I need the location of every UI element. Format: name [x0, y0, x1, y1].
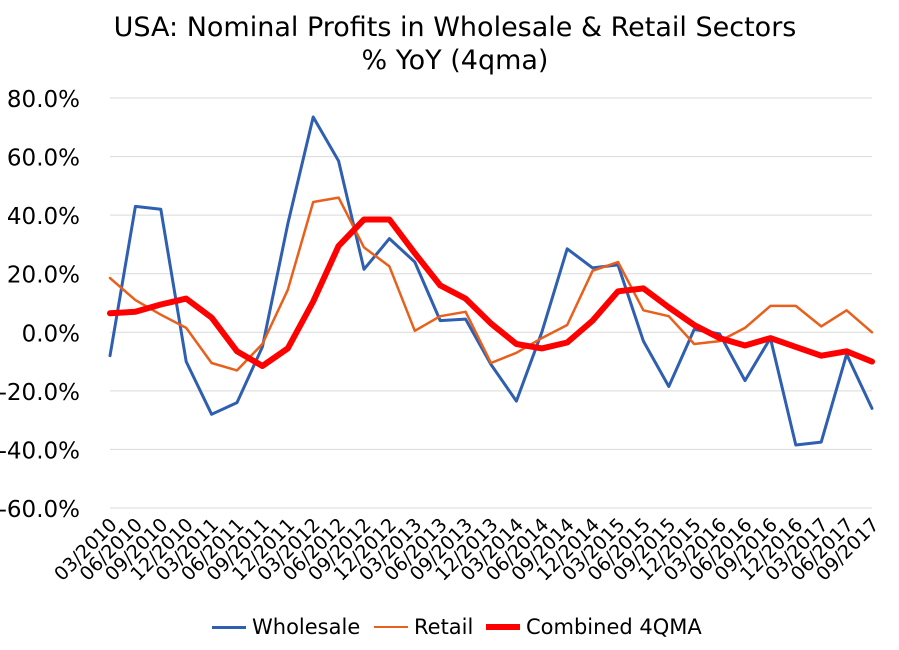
y-tick-label: 60.0%	[7, 146, 80, 172]
legend-item: Combined 4QMA	[486, 612, 702, 642]
legend-item: Wholesale	[212, 612, 360, 642]
y-tick-label: 0.0%	[22, 321, 80, 347]
chart-subtitle: % YoY (4qma)	[361, 45, 549, 76]
legend-label: Combined 4QMA	[526, 615, 702, 639]
y-tick-label: 80.0%	[7, 87, 80, 113]
legend: Wholesale Retail Combined 4QMA	[0, 612, 899, 642]
series-line-combined-4qma	[107, 216, 875, 369]
y-tick-label: -60.0%	[0, 497, 80, 523]
series-line-retail	[108, 196, 874, 372]
legend-swatch	[212, 625, 246, 629]
y-tick-label: 40.0%	[7, 204, 80, 230]
legend-item: Retail	[374, 612, 473, 642]
legend-label: Retail	[414, 615, 474, 639]
y-axis-tick-labels: 80.0% 60.0% 40.0% 20.0% 0.0% -20.0% -40.0% -60.…	[0, 87, 80, 523]
gridlines	[110, 97, 872, 509]
y-tick-label: -40.0%	[0, 438, 80, 464]
legend-swatch	[374, 626, 408, 628]
legend-label: Wholesale	[252, 615, 361, 639]
y-tick-label: 20.0%	[7, 263, 80, 289]
series-line-wholesale	[108, 115, 874, 447]
chart-title: USA: Nominal Profits in Wholesale & Reta…	[113, 12, 797, 43]
x-axis-tick-labels: 03/201006/201009/201012/201003/201106/20…	[50, 514, 883, 585]
legend-swatch	[486, 624, 520, 630]
series-lines	[107, 115, 875, 447]
y-tick-label: -20.0%	[0, 380, 80, 406]
